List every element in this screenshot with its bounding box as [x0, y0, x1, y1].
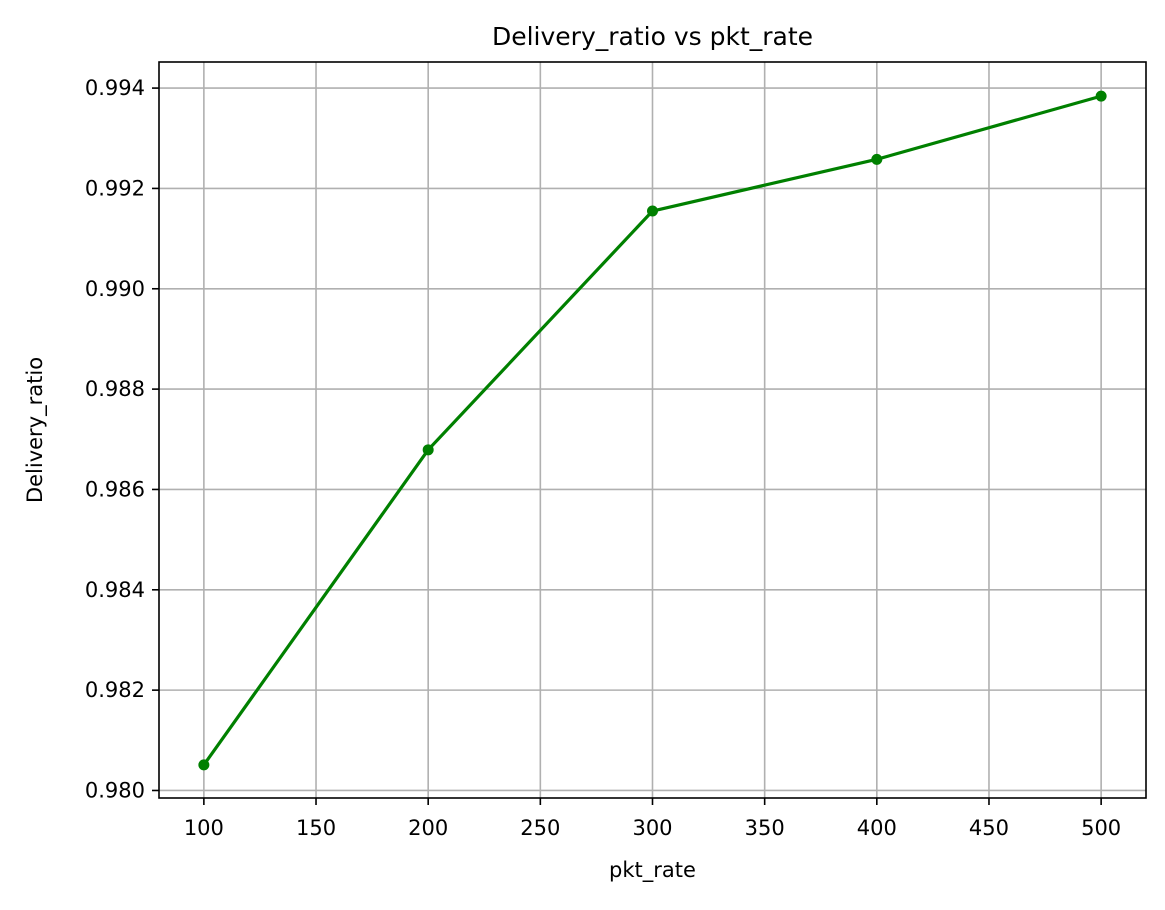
y-tick-label: 0.986 [85, 477, 145, 501]
x-tick-label: 200 [408, 816, 448, 840]
x-tick-label: 500 [1081, 816, 1121, 840]
y-tick-label: 0.994 [85, 76, 145, 100]
chart-title: Delivery_ratio vs pkt_rate [492, 22, 813, 51]
y-tick-label: 0.982 [85, 678, 145, 702]
x-axis-label: pkt_rate [609, 858, 696, 883]
x-tick-label: 150 [296, 816, 336, 840]
y-tick-label: 0.990 [85, 277, 145, 301]
data-point [647, 205, 658, 217]
y-axis-label: Delivery_ratio [23, 357, 48, 503]
y-tick-label: 0.984 [85, 578, 145, 602]
x-tick-label: 400 [857, 816, 897, 840]
x-tick-label: 300 [632, 816, 672, 840]
x-tick-label: 100 [184, 816, 224, 840]
y-tick-label: 0.988 [85, 377, 145, 401]
series-layer [198, 90, 1107, 771]
data-point [871, 153, 883, 165]
x-tick-label: 450 [969, 816, 1009, 840]
x-tick-label: 250 [520, 816, 560, 840]
data-point [198, 759, 210, 771]
y-tick-label: 0.980 [85, 778, 145, 802]
y-tick-label: 0.992 [85, 176, 145, 200]
data-point [1095, 90, 1107, 102]
axis-ticks: 100 150 200 250 300 350 400 450 500 0.980 0.982 0.9… [85, 76, 1121, 840]
x-tick-label: 350 [745, 816, 785, 840]
data-point [422, 444, 434, 456]
